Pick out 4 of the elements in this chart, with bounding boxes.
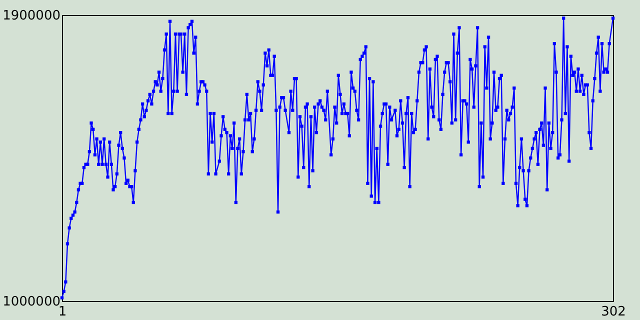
x-tick-label: 302 [601, 304, 626, 320]
x-tick-label: 1 [58, 304, 67, 320]
y-tick-label: 1900000 [2, 8, 60, 24]
y-tick-label: 1000000 [2, 294, 60, 310]
